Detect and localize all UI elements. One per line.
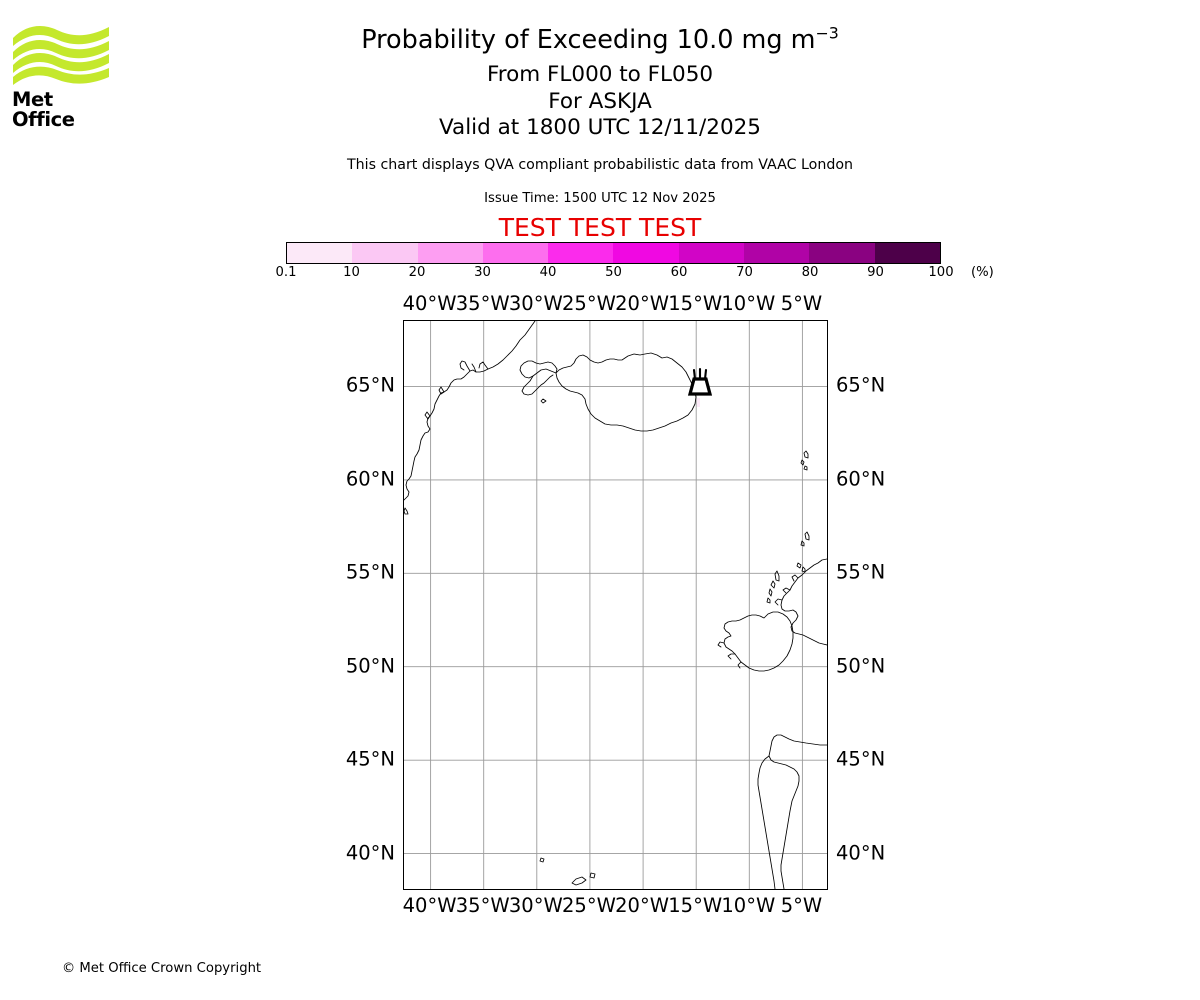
qva-compliance-note: This chart displays QVA compliant probab… bbox=[346, 157, 853, 173]
volcano-plume-icon bbox=[692, 367, 708, 381]
colorbar-segment-2 bbox=[417, 243, 483, 263]
colorbar-tick-0.1: 0.1 bbox=[275, 265, 297, 280]
volcano-marker-askja[interactable] bbox=[687, 367, 713, 396]
axis-label-lat-right-65°N: 65°N bbox=[836, 373, 886, 397]
axis-label-lat-right-45°N: 45°N bbox=[836, 747, 886, 771]
page-title-exponent: −3 bbox=[815, 23, 839, 43]
axis-label-lon-bot-20°W: 20°W bbox=[615, 894, 669, 917]
colorbar-segment-8 bbox=[809, 243, 875, 263]
axis-label-lat-left-40°N: 40°N bbox=[345, 841, 395, 865]
axis-label-lon-top-30°W: 30°W bbox=[508, 292, 563, 315]
colorbar-unit-label: (%) bbox=[971, 265, 994, 280]
map-svg bbox=[404, 321, 827, 889]
axis-label-lat-right-40°N: 40°N bbox=[836, 841, 886, 865]
colorbar-tick-60: 60 bbox=[670, 265, 688, 280]
axis-label-lon-top-40°W: 40°W bbox=[402, 292, 457, 315]
coastline-scotland bbox=[780, 558, 827, 646]
axis-label-lat-left-50°N: 50°N bbox=[345, 654, 395, 678]
copyright-notice: © Met Office Crown Copyright bbox=[62, 961, 262, 976]
valid-time-subtitle: Valid at 1800 UTC 12/11/2025 bbox=[438, 115, 761, 140]
axis-label-lat-left-45°N: 45°N bbox=[345, 747, 395, 771]
coastline-scotland-inner bbox=[774, 574, 799, 606]
logo-wave-2 bbox=[13, 40, 109, 60]
axis-label-lon-top-15°W: 15°W bbox=[668, 292, 723, 315]
map-plot-area[interactable] bbox=[403, 320, 828, 890]
colorbar-segment-5 bbox=[613, 243, 679, 263]
coastline-greenland-north bbox=[459, 360, 489, 373]
map-coastlines bbox=[404, 321, 827, 889]
colorbar-tick-30: 30 bbox=[474, 265, 491, 280]
ash-cell bbox=[697, 398, 700, 407]
volcano-subtitle: For ASKJA bbox=[548, 89, 652, 114]
axis-label-lon-bot-5°W: 5°W bbox=[780, 894, 823, 917]
logo-wave-4 bbox=[13, 66, 109, 85]
logo-wave-1 bbox=[13, 26, 109, 46]
axis-label-lat-right-55°N: 55°N bbox=[836, 560, 886, 584]
coastline-iceland-islet-1 bbox=[540, 398, 547, 404]
coastline-greenland-fjord-2 bbox=[424, 411, 431, 420]
axis-label-lon-bot-15°W: 15°W bbox=[668, 894, 723, 917]
colorbar-segment-1 bbox=[352, 243, 418, 263]
axis-label-lat-left-65°N: 65°N bbox=[345, 373, 395, 397]
axis-label-lat-right-60°N: 60°N bbox=[836, 467, 886, 491]
axis-label-lon-top-10°W: 10°W bbox=[721, 292, 776, 315]
coastline-iceland-westfjords bbox=[519, 360, 558, 379]
ash-probability-field bbox=[697, 398, 700, 407]
axis-label-lat-left-55°N: 55°N bbox=[345, 560, 395, 584]
colorbar-tick-80: 80 bbox=[801, 265, 819, 280]
met-office-logo: Met Office bbox=[12, 22, 110, 129]
axis-label-lon-bot-35°W: 35°W bbox=[455, 894, 510, 917]
flight-level-subtitle: From FL000 to FL050 bbox=[486, 62, 714, 87]
axis-label-lon-top-25°W: 25°W bbox=[562, 292, 616, 315]
colorbar-segment-0 bbox=[287, 243, 353, 263]
coastline-greenland bbox=[404, 321, 536, 501]
coastline-iceland bbox=[555, 352, 697, 432]
axis-label-lon-bot-40°W: 40°W bbox=[402, 894, 457, 917]
page-title-text: Probability of Exceeding 10.0 mg m bbox=[361, 25, 816, 55]
colorbar-gradient bbox=[286, 242, 941, 264]
axis-label-lon-bot-30°W: 30°W bbox=[508, 894, 563, 917]
colorbar-tick-90: 90 bbox=[867, 265, 884, 280]
colorbar-tick-labels: 0.1 10 20 30 40 50 60 70 80 90 100 bbox=[276, 265, 954, 283]
coastline-ireland bbox=[723, 611, 794, 672]
met-office-logo-text: Met Office bbox=[12, 88, 75, 131]
coastline-orkney bbox=[796, 562, 806, 573]
colorbar-segment-9 bbox=[874, 243, 940, 263]
coastline-iberia bbox=[768, 734, 827, 889]
met-office-wave-icon bbox=[13, 26, 109, 85]
colorbar-segment-7 bbox=[744, 243, 810, 263]
test-banner: TEST TEST TEST bbox=[498, 213, 702, 242]
colorbar-tick-70: 70 bbox=[736, 265, 753, 280]
axis-label-lat-left-60°N: 60°N bbox=[345, 467, 395, 491]
colorbar-segment-6 bbox=[678, 243, 745, 263]
axis-label-lon-top-20°W: 20°W bbox=[615, 292, 669, 315]
volcano-cone-icon bbox=[687, 377, 713, 396]
coastline-ireland-detail bbox=[717, 641, 742, 669]
coastline-greenland-fjord-1 bbox=[438, 386, 445, 395]
axis-label-lon-bot-10°W: 10°W bbox=[721, 894, 776, 917]
map-gridlines bbox=[404, 321, 827, 889]
coastline-iceland-nw-detail bbox=[521, 374, 554, 396]
coastline-hebrides bbox=[766, 570, 780, 604]
axis-label-lon-top-5°W: 5°W bbox=[780, 292, 823, 315]
colorbar-tick-40: 40 bbox=[539, 265, 557, 280]
axis-label-lon-top-35°W: 35°W bbox=[455, 292, 510, 315]
coastline-iberia-west bbox=[757, 755, 776, 889]
colorbar-tick-10: 10 bbox=[343, 265, 360, 280]
axis-label-lat-right-50°N: 50°N bbox=[836, 654, 886, 678]
coastline-azores bbox=[539, 857, 596, 886]
colorbar-tick-50: 50 bbox=[605, 265, 622, 280]
coastline-faroes bbox=[800, 450, 809, 471]
colorbar-tick-20: 20 bbox=[408, 265, 426, 280]
axis-label-lon-bot-25°W: 25°W bbox=[562, 894, 616, 917]
colorbar-segment-4 bbox=[548, 243, 614, 263]
probability-colorbar: 0.1 10 20 30 40 50 60 70 80 90 100 bbox=[276, 242, 954, 280]
logo-wave-3 bbox=[13, 53, 109, 73]
page-title: Probability of Exceeding 10.0 mg m−3 bbox=[0, 23, 1200, 55]
colorbar-segment-3 bbox=[482, 243, 549, 263]
coastline-greenland-islet bbox=[404, 507, 409, 515]
colorbar-tick-100: 100 bbox=[928, 265, 954, 280]
issue-time-label: Issue Time: 1500 UTC 12 Nov 2025 bbox=[484, 191, 716, 206]
coastline-shetland bbox=[800, 531, 810, 547]
